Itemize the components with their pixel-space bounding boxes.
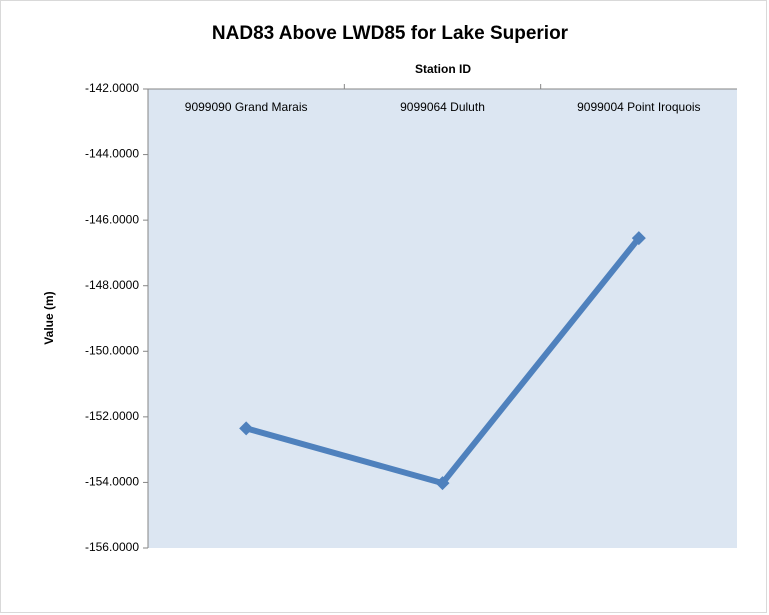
marker <box>631 231 646 246</box>
marker <box>435 476 450 491</box>
y-tick-label: -154.0000 <box>85 475 139 489</box>
y-tick-label: -150.0000 <box>85 343 139 357</box>
y-tick-label: -152.0000 <box>85 409 139 423</box>
plot-area <box>148 89 737 548</box>
x-tick-label: 9099064 Duluth <box>400 100 485 114</box>
x-tick-label: 9099090 Grand Marais <box>185 100 308 114</box>
chart-title: NAD83 Above LWD85 for Lake Superior <box>212 23 569 44</box>
x-tick-label: 9099004 Point Iroquois <box>577 100 700 114</box>
y-tick-label: -146.0000 <box>85 212 139 226</box>
y-tick-label: -156.0000 <box>85 540 139 554</box>
x-axis-title: Station ID <box>415 62 471 76</box>
y-tick-label: -142.0000 <box>85 81 139 95</box>
y-tick-label: -148.0000 <box>85 278 139 292</box>
y-axis-title: Value (m) <box>42 291 56 344</box>
marker <box>239 421 254 436</box>
y-tick-label: -144.0000 <box>85 147 139 161</box>
